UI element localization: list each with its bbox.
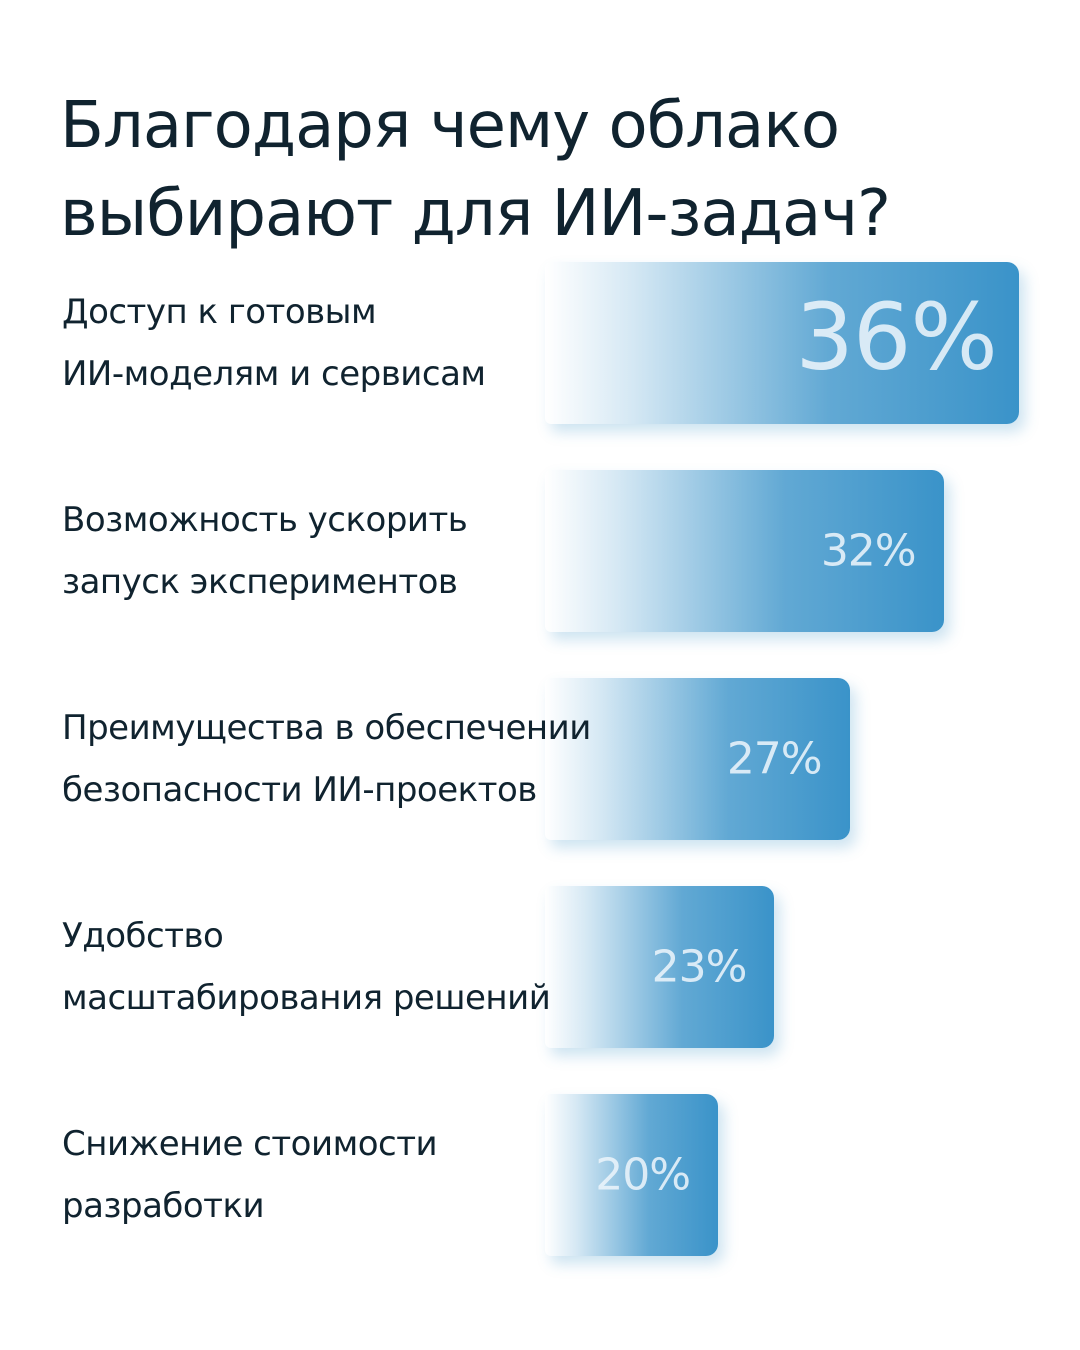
chart-title: Благодаря чему облако выбирают для ИИ-за… [60, 89, 891, 251]
value-label: 23% [651, 941, 748, 993]
value-label: 20% [595, 1149, 691, 1201]
bar [545, 886, 775, 1048]
value-label: 36% [795, 283, 997, 391]
category-label: Доступ к готовым ИИ-моделям и сервисам [62, 292, 486, 394]
value-label: 32% [820, 525, 917, 577]
bar [545, 1094, 718, 1256]
bar [545, 262, 1019, 424]
bar [545, 470, 944, 632]
category-label: Снижение стоимости разработки [62, 1124, 438, 1226]
category-label: Возможность ускорить запуск эксперименто… [62, 500, 468, 602]
bar [545, 678, 850, 840]
category-label: Преимущества в обеспечении безопасности … [62, 708, 591, 810]
category-label: Удобство масштабирования решений [62, 916, 551, 1018]
value-label: 27% [726, 733, 823, 785]
